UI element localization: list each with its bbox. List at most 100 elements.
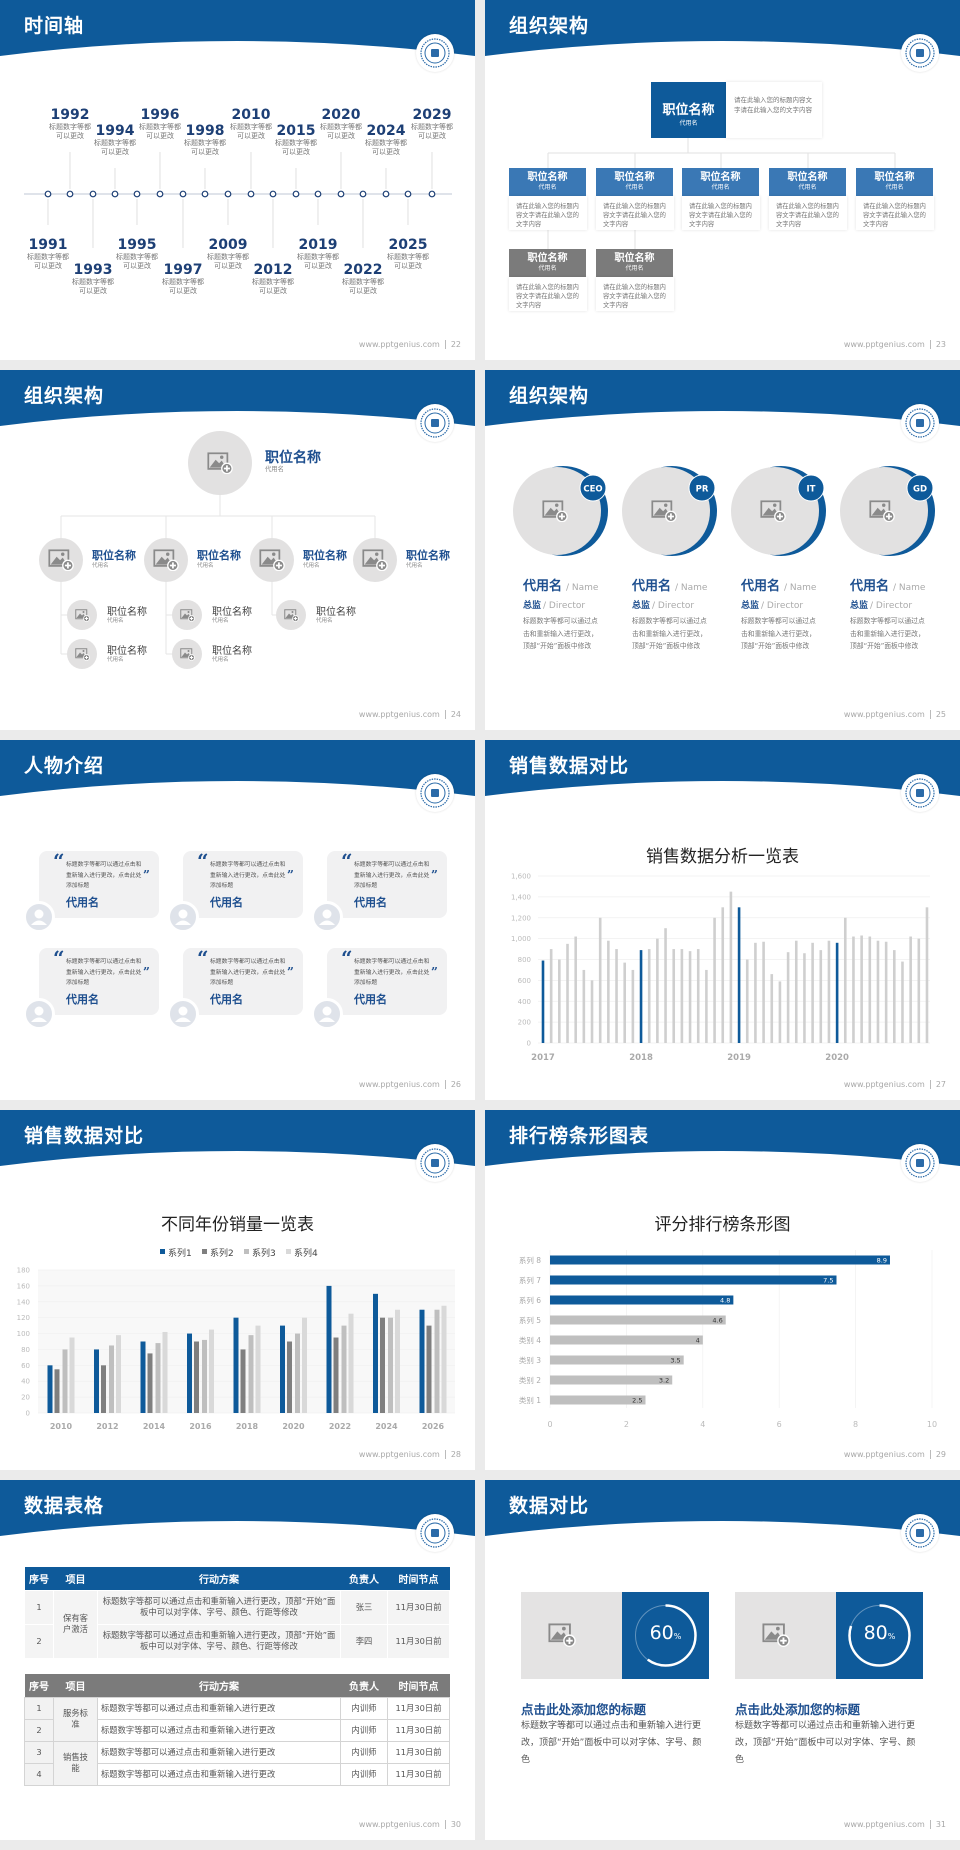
bar: [566, 943, 569, 1043]
testimonial-card: 标题数字等都可以通过点击和重新输入进行更改，点击此处添加标题代用名: [183, 948, 303, 1015]
row-number: 2: [24, 1718, 54, 1742]
seal-icon: [420, 1148, 450, 1178]
image-placeholder-icon[interactable]: [207, 452, 233, 475]
person-avatar: [167, 901, 199, 933]
school-logo: [416, 1514, 454, 1552]
image-placeholder-icon[interactable]: [362, 549, 388, 572]
image-placeholder-icon[interactable]: [869, 500, 895, 523]
bar: [737, 907, 741, 1043]
table-row[interactable]: 1 服务标准 标题数字等都可以通过点击和重新输入进行更改 内训师 11月30日前: [24, 1696, 450, 1742]
seal-emblem: [431, 1159, 439, 1167]
data-label: 8.9: [877, 1257, 887, 1265]
slide-title: 销售数据对比: [24, 1125, 145, 1147]
x-tick-label: 2: [624, 1420, 629, 1429]
school-logo: [416, 1144, 454, 1182]
org-top-desc: 请在此输入您的标题内容文字请在此输入您的文字内容: [726, 82, 822, 138]
position-name: 职位名称: [265, 450, 321, 466]
column-header: 行动方案: [97, 1674, 341, 1697]
slide-people: 人物介绍 www.pptgenius.com 26 标题数字等都可以通过点击和重新输入…: [0, 740, 475, 1100]
position-alias: 代用名: [303, 563, 320, 569]
table-row[interactable]: 3 销售技能 标题数字等都可以通过点击和重新输入进行更改 内训师 11月30日前: [24, 1740, 450, 1786]
date-cell: 11月30日前: [387, 1696, 450, 1720]
image-placeholder-icon[interactable]: [48, 549, 74, 572]
image-placeholder-icon[interactable]: [651, 500, 677, 523]
member-role-en: / Director: [761, 601, 804, 611]
org-box-header[interactable]: 职位名称 代用名: [509, 168, 586, 196]
footer: www.pptgenius.com 29: [844, 1450, 946, 1459]
header-wave: [485, 0, 960, 56]
legend-swatch: [286, 1249, 291, 1254]
event-desc: 标题数字等都可以更改: [320, 123, 362, 140]
position-name: 职位名称: [662, 103, 715, 118]
card-text: 标题数字等都可以通过点击和重新输入进行更改，顶部“开始”面板中可以对字体、字号、…: [735, 1721, 916, 1765]
person-name: 代用名: [210, 993, 243, 1006]
member-role-row: 总监 / Director: [741, 593, 803, 612]
image-placeholder-icon[interactable]: [542, 500, 568, 523]
column-header: 序号: [24, 1674, 54, 1697]
percent-value: 60: [649, 1622, 674, 1644]
owner-cell: 张三: [340, 1589, 388, 1625]
header-wave: [0, 370, 475, 426]
data-table: 序号 项目 行动方案 负责人 时间节点 1 保有客户激活 标题数字等都可以通过点击和重新输入进…: [24, 1567, 450, 1659]
image-placeholder-icon[interactable]: [179, 608, 195, 622]
table-row[interactable]: 4 标题数字等都可以通过点击和重新输入进行更改 内训师 11月30日前: [24, 1762, 450, 1786]
seal-icon: [905, 408, 935, 438]
org-box-header[interactable]: 职位名称 代用名: [596, 168, 673, 196]
y-tick-label: 0: [527, 1040, 531, 1048]
member-desc: 标题数字等都可以通过点击和重新输入进行更改，顶部“开始”面板中修改: [741, 617, 816, 650]
position-name: 职位名称: [197, 549, 241, 562]
y-tick-label: 120: [17, 1314, 30, 1322]
legend-label: 系列3: [252, 1247, 276, 1259]
org-box-header[interactable]: 职位名称 代用名: [856, 168, 933, 196]
y-tick-label: 1,000: [511, 935, 531, 943]
footer-site: www.pptgenius.com: [843, 710, 925, 719]
org-box-desc: 请在此输入您的标题内容文字请在此输入您的文字内容: [596, 196, 674, 230]
position-alias: 代用名: [265, 466, 284, 473]
y-tick-label: 100: [17, 1330, 30, 1338]
org-box-header[interactable]: 职位名称 代用名: [596, 249, 673, 277]
timeline-event: 2025 标题数字等都可以更改: [377, 237, 439, 271]
seal-ring: [905, 38, 935, 68]
image-placeholder-icon[interactable]: [74, 608, 90, 622]
seal-inner-ring: [909, 782, 931, 804]
position-name: 职位名称: [107, 607, 147, 618]
bar: [860, 935, 863, 1043]
image-placeholder-icon[interactable]: [153, 549, 179, 572]
org-box-header[interactable]: 职位名称 代用名: [682, 168, 759, 196]
data-label: 3.2: [659, 1377, 669, 1385]
footer-site: www.pptgenius.com: [358, 340, 440, 349]
bar: [647, 949, 651, 1043]
org-box-header[interactable]: 职位名称 代用名: [509, 249, 586, 277]
table-row[interactable]: 1 保有客户激活 标题数字等都可以通过点击和重新输入进行更改，顶部“开始”面板中可以…: [24, 1589, 450, 1659]
y-tick-label: 80: [21, 1346, 30, 1354]
data-label: 2.5: [632, 1397, 642, 1405]
bar: [770, 974, 774, 1043]
bar-系列2: [147, 1353, 153, 1413]
table-row[interactable]: 2 标题数字等都可以通过点击和重新输入进行更改 内训师 11月30日前: [24, 1718, 450, 1742]
image-placeholder-icon[interactable]: [179, 647, 195, 661]
image-placeholder-icon[interactable]: [761, 1623, 790, 1647]
page-number: 26: [444, 1080, 461, 1089]
position-name: 职位名称: [527, 172, 568, 183]
position-alias: 代用名: [406, 563, 423, 569]
table-row[interactable]: 2 标题数字等都可以通过点击和重新输入进行更改，顶部“开始”面板中可以对字体、字号…: [24, 1623, 450, 1659]
image-placeholder-icon[interactable]: [259, 549, 285, 572]
bar: [550, 1335, 703, 1345]
header-banner: [0, 0, 475, 56]
bar-系列2: [194, 1341, 199, 1413]
image-placeholder-icon[interactable]: [760, 500, 786, 523]
seal-emblem: [431, 419, 439, 427]
owner-cell: 内训师: [340, 1696, 388, 1720]
image-placeholder-icon[interactable]: [74, 647, 90, 661]
member-role-en: / Director: [870, 601, 913, 611]
org-box-header[interactable]: 职位名称 代用名: [769, 168, 846, 196]
image-placeholder-icon[interactable]: [547, 1623, 576, 1647]
seal-inner-ring: [909, 42, 931, 64]
image-placeholder-icon[interactable]: [283, 608, 299, 622]
y-tick-label: 160: [17, 1282, 30, 1290]
position-alias: 代用名: [197, 563, 214, 569]
org-top-box[interactable]: 职位名称 代用名: [651, 82, 726, 138]
timeline-event: 2010 标题数字等都可以更改: [220, 107, 282, 141]
bar: [803, 953, 806, 1043]
bar-系列2: [380, 1317, 385, 1413]
